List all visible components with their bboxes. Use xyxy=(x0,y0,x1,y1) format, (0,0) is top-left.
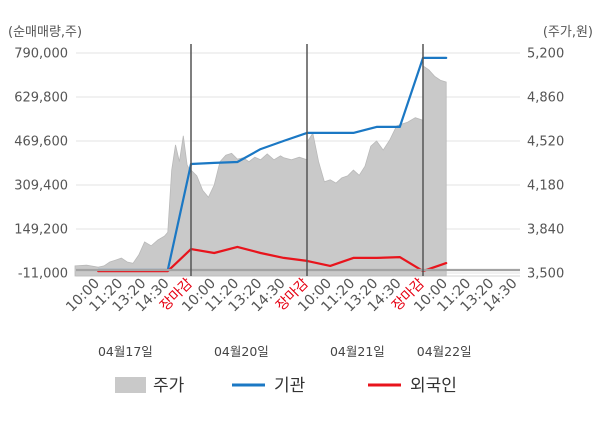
day-label: 04월20일 xyxy=(214,344,269,359)
legend-label: 주가 xyxy=(153,376,185,396)
legend-swatch-area xyxy=(115,377,146,393)
right-tick-label: 4,860 xyxy=(527,91,564,106)
left-tick-label: 149,200 xyxy=(14,223,68,238)
day-label: 04월22일 xyxy=(417,344,472,359)
day-labels: 04월17일 04월20일 04월21일 04월22일 xyxy=(98,344,472,359)
left-tick-label: 790,000 xyxy=(14,47,68,62)
right-tick-label: 4,520 xyxy=(527,135,564,150)
left-axis-title: (순매매량,주) xyxy=(8,25,83,40)
legend-label: 기관 xyxy=(274,376,305,396)
right-tick-label: 3,500 xyxy=(527,267,564,282)
foreign-line xyxy=(97,245,448,273)
right-axis-title: (주가,원) xyxy=(542,25,593,40)
x-axis-ticks: 10:0011:2013:2014:30장마감10:0011:2013:2014… xyxy=(63,275,520,315)
left-axis-ticks: 790,000 629,800 469,600 309,400 149,200 -11,0… xyxy=(14,47,68,282)
day-label: 04월17일 xyxy=(98,344,153,359)
right-axis-ticks: 5,200 4,860 4,520 4,180 3,840 3,500 xyxy=(527,47,564,282)
left-tick-label: -11,000 xyxy=(18,267,68,282)
day-separators xyxy=(190,44,424,276)
legend-label: 외국인 xyxy=(410,376,457,396)
legend-item: 외국인 xyxy=(368,376,457,396)
left-tick-label: 469,600 xyxy=(14,135,68,150)
legend-item: 주가 xyxy=(115,376,185,396)
right-tick-label: 3,840 xyxy=(527,223,564,238)
right-tick-label: 5,200 xyxy=(527,47,564,62)
legend-item: 기관 xyxy=(232,376,305,396)
right-tick-label: 4,180 xyxy=(527,179,564,194)
price-area xyxy=(74,65,447,277)
series-group xyxy=(74,56,448,277)
chart-legend: 주가 기관 외국인 xyxy=(115,376,457,396)
left-tick-label: 309,400 xyxy=(14,179,68,194)
left-tick-label: 629,800 xyxy=(14,91,68,106)
day-label: 04월21일 xyxy=(330,344,385,359)
